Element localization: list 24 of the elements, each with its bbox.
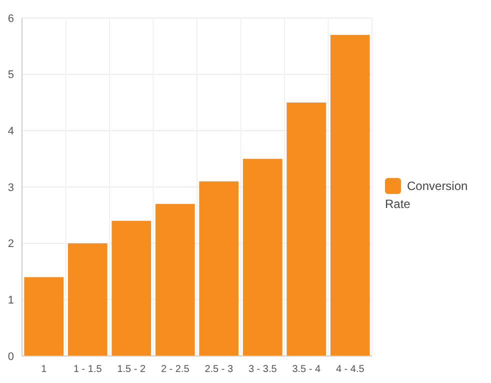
bar xyxy=(242,158,282,356)
y-tick-label: 2 xyxy=(8,238,14,250)
x-tick-label: 3 - 3.5 xyxy=(248,364,278,375)
bar xyxy=(24,277,64,356)
bar xyxy=(330,34,370,356)
x-tick-label: 1 - 1.5 xyxy=(73,364,102,375)
x-tick-label: 2.5 - 3 xyxy=(204,364,234,375)
y-tick-label: 3 xyxy=(8,182,14,194)
x-tick-label: 1.5 - 2 xyxy=(117,364,146,375)
x-tick-label: 3.5 - 4 xyxy=(292,364,321,375)
bar xyxy=(286,102,326,356)
y-tick-label: 1 xyxy=(8,294,14,307)
y-tick-label: 0 xyxy=(8,350,14,363)
bar xyxy=(112,220,152,356)
y-tick-label: 6 xyxy=(8,12,14,25)
y-tick-label: 5 xyxy=(8,69,14,82)
x-tick-label: 1 xyxy=(41,364,48,375)
y-tick-label: 4 xyxy=(8,126,14,138)
x-tick-label: 2 - 2.5 xyxy=(160,364,190,375)
legend-label: Conversion Rate xyxy=(385,179,468,211)
x-tick-label: 4 - 4.5 xyxy=(336,364,365,375)
bar xyxy=(199,181,239,356)
bar xyxy=(155,204,195,356)
bar xyxy=(68,243,108,356)
